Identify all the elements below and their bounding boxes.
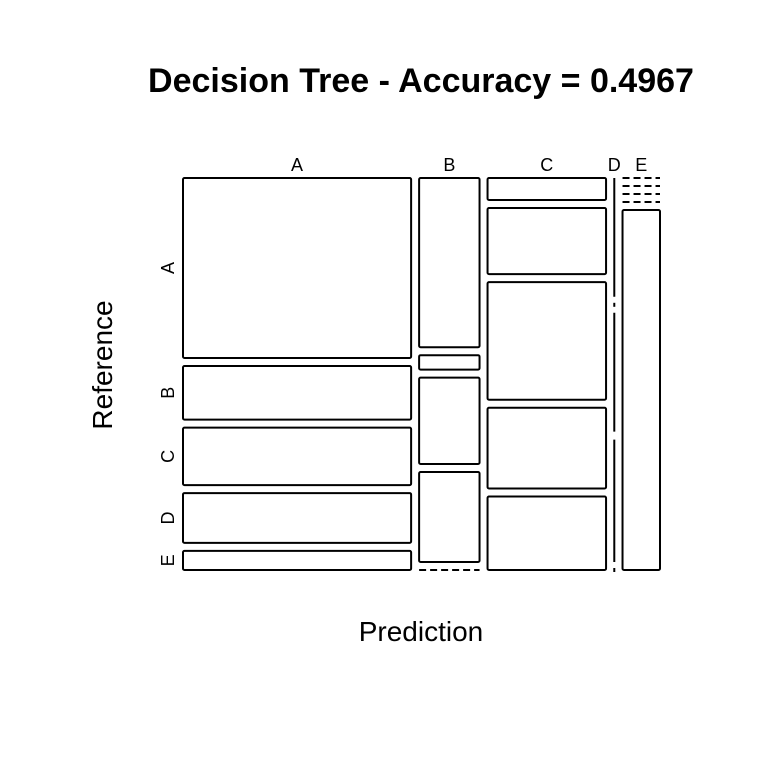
tile-pred-a-ref-b bbox=[182, 365, 413, 421]
y-tick-label: C bbox=[158, 450, 178, 463]
tile-pred-a-ref-a bbox=[182, 177, 413, 359]
y-tick-label: A bbox=[158, 262, 178, 274]
tile-pred-c-ref-d bbox=[486, 406, 608, 490]
tile-pred-b-ref-c bbox=[418, 376, 481, 466]
x-axis-title: Prediction bbox=[359, 616, 484, 647]
y-tick-label: E bbox=[158, 554, 178, 566]
chart-title: Decision Tree - Accuracy = 0.4967 bbox=[148, 62, 694, 100]
tile-pred-a-ref-e bbox=[182, 549, 413, 572]
tile-pred-a-ref-c bbox=[182, 426, 413, 487]
tile-pred-b-ref-b bbox=[418, 354, 481, 371]
tile-pred-a-ref-d bbox=[182, 492, 413, 544]
x-tick-label: B bbox=[443, 155, 455, 175]
tile-pred-c-ref-a bbox=[486, 177, 608, 202]
tile-pred-e-ref-e bbox=[621, 209, 661, 571]
x-tick-label: D bbox=[608, 155, 621, 175]
tile-pred-c-ref-e bbox=[486, 495, 608, 571]
y-axis-title: Reference bbox=[87, 300, 118, 429]
x-tick-label: A bbox=[291, 155, 303, 175]
y-tick-label: B bbox=[158, 387, 178, 399]
x-tick-label: E bbox=[635, 155, 647, 175]
x-tick-label: C bbox=[540, 155, 553, 175]
tile-pred-c-ref-c bbox=[486, 281, 608, 401]
y-tick-labels: A B C D E bbox=[158, 262, 178, 566]
tile-pred-b-ref-d bbox=[418, 471, 481, 563]
tile-pred-c-ref-b bbox=[486, 207, 608, 276]
y-tick-label: D bbox=[158, 511, 178, 524]
tile-pred-b-ref-a bbox=[418, 177, 481, 349]
mosaic-tiles bbox=[182, 177, 661, 572]
